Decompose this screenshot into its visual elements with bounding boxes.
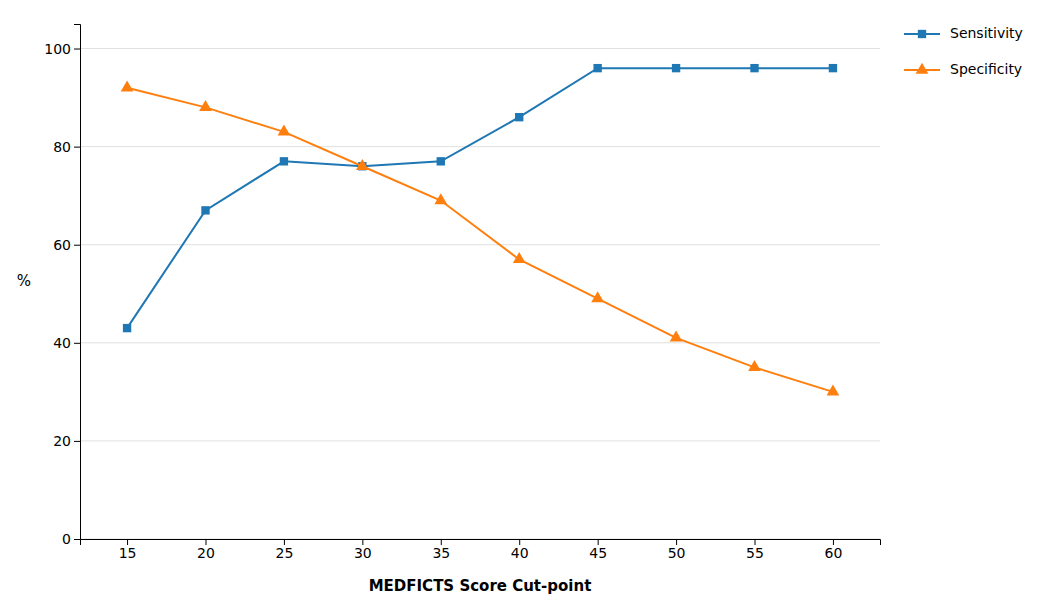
tick: 20 [197,539,215,561]
tick-label: 60 [53,237,71,253]
tick-label: 30 [354,545,372,561]
tick-label: 20 [197,545,215,561]
point [513,252,526,263]
y-axis: 0 20 40 60 80 100 [44,25,80,547]
legend-marker [918,30,926,38]
point [123,324,131,332]
point [827,385,840,396]
tick-mark [74,441,80,442]
grid-line [80,48,880,49]
tick: 20 [53,433,80,449]
tick: 60 [53,237,80,253]
tick-label: 55 [746,545,764,561]
tick: 100 [44,41,80,57]
legend: Sensitivity Specificity [904,25,1023,77]
tick: 40 [53,335,80,351]
line [127,88,833,392]
point [515,113,523,121]
grid-line [80,440,880,441]
plot: 15 20 25 30 35 40 45 50 55 60 0 20 40 60 80 100 [44,25,880,561]
legend-label: Sensitivity [950,25,1023,41]
x-axis-title: MEDFICTS Score Cut-point [369,577,592,595]
point [280,157,288,165]
tick: 30 [354,539,372,561]
grid-line [80,146,880,147]
tick-mark [74,343,80,344]
grid-line [80,244,880,245]
tick-label: 15 [119,545,137,561]
tick-label: 80 [53,139,71,155]
line [127,68,833,328]
tick-label: 50 [668,545,686,561]
y-axis-title: % [17,272,31,290]
tick: 15 [119,539,137,561]
tick-label: 45 [589,545,607,561]
point [748,360,761,371]
point [750,64,758,72]
point [591,291,604,302]
tick-label: 100 [44,41,71,57]
tick: 60 [825,539,843,561]
tick: 50 [668,539,686,561]
tick: 0 [62,531,80,547]
tick-label: 35 [432,545,450,561]
legend-item: Sensitivity [904,25,1023,41]
tick-label: 20 [53,433,71,449]
tick: 55 [746,539,764,561]
tick-label: 60 [825,545,843,561]
point [437,157,445,165]
tick-mark [74,539,80,540]
point [121,80,134,91]
point [434,193,447,204]
tick-label: 25 [276,545,294,561]
point [670,331,683,342]
tick-mark [74,147,80,148]
point [201,206,209,214]
tick-label: 40 [53,335,71,351]
point [672,64,680,72]
tick-mark [74,245,80,246]
series [123,64,837,332]
series-layer [121,64,840,396]
tick: 25 [276,539,294,561]
tick: 80 [53,139,80,155]
legend-item: Specificity [904,61,1022,77]
tick: 35 [432,539,450,561]
legend-label: Specificity [950,61,1022,77]
tick: 40 [511,539,529,561]
tick-mark [74,49,80,50]
tick-label: 40 [511,545,529,561]
point [593,64,601,72]
series [121,80,840,395]
point [199,100,212,111]
chart: 15 20 25 30 35 40 45 50 55 60 0 20 40 60 80 100 MEDFICTS… [0,0,1050,609]
point [356,159,369,170]
x-axis: 15 20 25 30 35 40 45 50 55 60 [81,539,881,561]
grid [80,49,880,539]
grid-line [80,342,880,343]
point [829,64,837,72]
axis-line [74,25,81,540]
point [278,125,291,136]
tick-label: 0 [62,531,71,547]
legend-marker [916,63,929,74]
tick: 45 [589,539,607,561]
